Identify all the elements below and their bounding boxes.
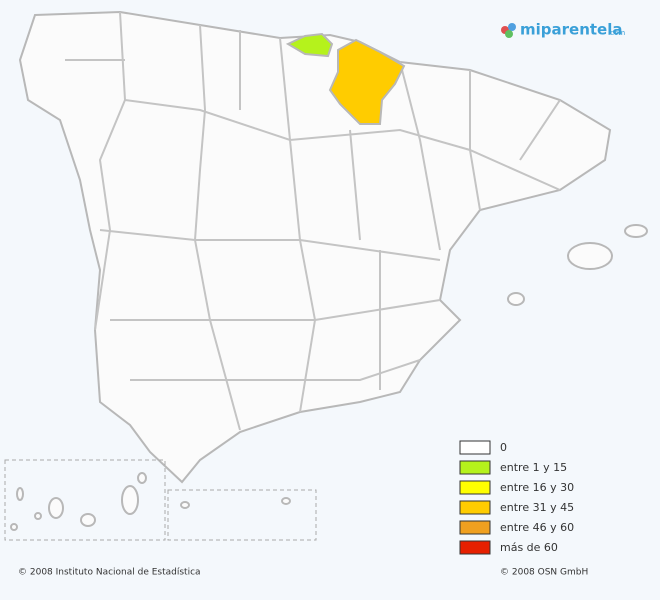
logo: miparentela .com [501, 21, 625, 39]
legend-label: entre 1 y 15 [500, 461, 567, 474]
legend-label: más de 60 [500, 541, 558, 554]
legend-swatch [459, 480, 491, 495]
gipuzkoa [285, 32, 334, 58]
canarias-box [4, 459, 166, 541]
footer-left: © 2008 Instituto Nacional de Estadística [18, 568, 201, 578]
mallorca [567, 242, 613, 270]
legend-swatch [459, 540, 491, 555]
logo-name: miparentela [520, 21, 623, 39]
spain-map [4, 10, 648, 541]
logo-suffix: .com [608, 29, 625, 37]
province-borders [65, 11, 561, 431]
legend: 0 entre 1 y 15 entre 16 y 30 entre 31 y 45 e… [459, 440, 574, 555]
mainland [18, 10, 612, 484]
menorca [624, 224, 648, 238]
legend-label: entre 31 y 45 [500, 501, 574, 514]
legend-swatch [459, 520, 491, 535]
ibiza [507, 292, 525, 306]
legend-swatch [459, 500, 491, 515]
legend-label: entre 46 y 60 [500, 521, 574, 534]
legend-label: entre 16 y 30 [500, 481, 574, 494]
legend-swatch [459, 460, 491, 475]
footer-right: © 2008 OSN GmbH [500, 568, 588, 578]
melilla [281, 497, 291, 505]
ceuta [180, 501, 190, 509]
navarra [328, 38, 406, 125]
ceuta-melilla-box [167, 489, 317, 541]
legend-swatch [459, 440, 491, 455]
canary-islands [10, 472, 147, 531]
legend-label: 0 [500, 441, 507, 454]
